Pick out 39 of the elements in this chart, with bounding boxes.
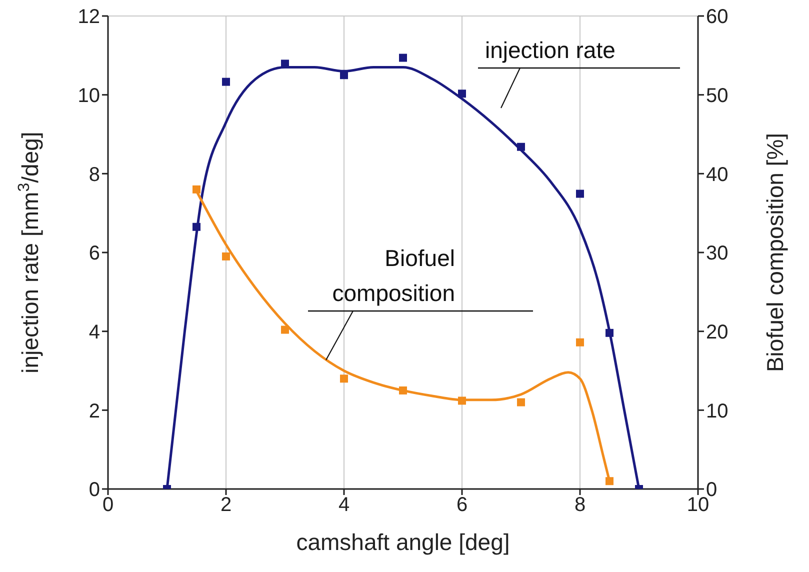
point — [606, 328, 614, 337]
point — [458, 396, 466, 405]
point — [281, 326, 289, 334]
y2-tick-label: 10 — [706, 400, 728, 422]
point — [192, 222, 200, 231]
y2-tick-label: 60 — [706, 6, 728, 28]
x-tick-label: 4 — [338, 494, 350, 516]
point — [576, 190, 584, 198]
y-tick-label: 12 — [78, 6, 100, 28]
point — [192, 185, 200, 194]
y2-tick-label: 40 — [706, 164, 728, 186]
x-tick-label: 8 — [574, 494, 586, 516]
point — [399, 386, 407, 394]
y2-tick-label: 30 — [706, 242, 728, 265]
y2-tick-label: 50 — [706, 84, 728, 107]
x-tick-label: 2 — [220, 494, 232, 516]
y-tick-label: 8 — [88, 164, 100, 186]
y-tick-label: 2 — [88, 400, 100, 422]
point — [222, 78, 230, 86]
y-tick-label: 10 — [78, 84, 100, 107]
point — [340, 374, 348, 383]
series-label: injection rate — [485, 37, 616, 63]
x-axis-title: camshaft angle [deg] — [296, 529, 510, 555]
point — [517, 398, 525, 406]
x-tick-label: 10 — [686, 494, 710, 516]
y-tick-label: 4 — [88, 321, 100, 344]
point — [222, 252, 230, 260]
y2-tick-label: 20 — [706, 321, 728, 344]
point — [576, 338, 584, 346]
point — [340, 71, 348, 80]
point — [517, 142, 525, 151]
y-tick-label: 0 — [88, 479, 100, 502]
text: Biofuel composition — [332, 245, 455, 306]
point — [606, 477, 614, 486]
point — [458, 90, 466, 98]
point — [399, 54, 407, 62]
x-tick-label: 6 — [456, 494, 468, 516]
y-tick-label: 6 — [88, 242, 100, 265]
y2-axis-title: Biofuel composition [%] — [762, 132, 788, 372]
